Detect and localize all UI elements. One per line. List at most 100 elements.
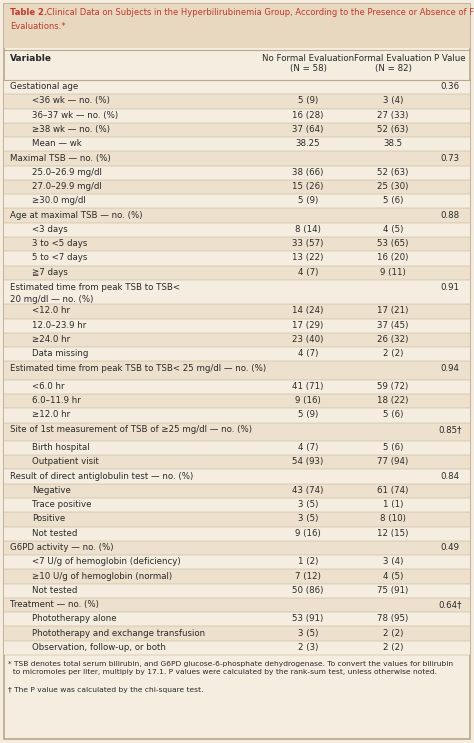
Bar	[4, 626, 470, 640]
Text: 4 (5): 4 (5)	[383, 225, 403, 234]
Text: 17 (29): 17 (29)	[292, 321, 324, 330]
Bar	[4, 123, 470, 137]
Bar	[4, 333, 470, 347]
Text: 41 (71): 41 (71)	[292, 382, 324, 391]
Text: 25.0–26.9 mg/dl: 25.0–26.9 mg/dl	[32, 168, 102, 177]
Text: Estimated time from peak TSB to TSB<: Estimated time from peak TSB to TSB<	[10, 284, 180, 293]
Text: 8 (10): 8 (10)	[380, 514, 406, 523]
Text: 3 (4): 3 (4)	[383, 97, 403, 106]
Text: ≥12.0 hr: ≥12.0 hr	[32, 410, 70, 419]
Text: 54 (93): 54 (93)	[292, 458, 324, 467]
Text: 53 (91): 53 (91)	[292, 614, 324, 623]
Text: Phototherapy alone: Phototherapy alone	[32, 614, 117, 623]
Text: Negative: Negative	[32, 486, 71, 495]
Text: Table 2.: Table 2.	[10, 8, 47, 17]
Text: 5 (9): 5 (9)	[298, 410, 318, 419]
Text: 27.0–29.9 mg/dl: 27.0–29.9 mg/dl	[32, 182, 102, 191]
Text: 2 (3): 2 (3)	[298, 643, 318, 652]
Bar	[4, 4, 470, 48]
Text: No Formal Evaluation
(N = 58): No Formal Evaluation (N = 58)	[262, 54, 354, 74]
Text: 3 (5): 3 (5)	[298, 500, 318, 509]
Bar	[4, 441, 470, 455]
Bar	[4, 569, 470, 584]
Text: 0.84: 0.84	[440, 472, 460, 481]
Text: <3 days: <3 days	[32, 225, 68, 234]
Text: Not tested: Not tested	[32, 585, 77, 595]
Text: <6.0 hr: <6.0 hr	[32, 382, 64, 391]
Bar	[4, 166, 470, 180]
Bar	[4, 455, 470, 470]
Bar	[4, 484, 470, 498]
Text: 3 (5): 3 (5)	[298, 629, 318, 637]
Bar	[4, 319, 470, 333]
Text: 33 (57): 33 (57)	[292, 239, 324, 248]
Text: Treatment — no. (%): Treatment — no. (%)	[10, 600, 99, 609]
Bar	[4, 251, 470, 265]
Text: 0.88: 0.88	[440, 210, 460, 220]
Text: 5 to <7 days: 5 to <7 days	[32, 253, 87, 262]
Text: 4 (7): 4 (7)	[298, 267, 318, 276]
Text: 50 (86): 50 (86)	[292, 585, 324, 595]
Text: 0.49: 0.49	[440, 543, 459, 552]
Text: ≥10 U/g of hemoglobin (normal): ≥10 U/g of hemoglobin (normal)	[32, 571, 172, 580]
Text: † The P value was calculated by the chi-square test.: † The P value was calculated by the chi-…	[8, 687, 203, 693]
Bar	[4, 527, 470, 541]
Text: Formal Evaluation
(N = 82): Formal Evaluation (N = 82)	[354, 54, 432, 74]
Text: Mean — wk: Mean — wk	[32, 139, 82, 149]
Text: 9 (16): 9 (16)	[295, 396, 321, 405]
Text: Maximal TSB — no. (%): Maximal TSB — no. (%)	[10, 154, 111, 163]
Text: 14 (24): 14 (24)	[292, 306, 324, 316]
Bar	[4, 612, 470, 626]
Text: 0.91: 0.91	[440, 284, 459, 293]
Text: 61 (74): 61 (74)	[377, 486, 409, 495]
Bar	[4, 237, 470, 251]
Text: 4 (7): 4 (7)	[298, 443, 318, 452]
Text: 26 (32): 26 (32)	[377, 335, 409, 344]
Text: 3 to <5 days: 3 to <5 days	[32, 239, 87, 248]
Text: 36–37 wk — no. (%): 36–37 wk — no. (%)	[32, 111, 118, 120]
Bar	[4, 265, 470, 280]
Text: Estimated time from peak TSB to TSB< 25 mg/dl — no. (%): Estimated time from peak TSB to TSB< 25 …	[10, 364, 266, 373]
Text: ≥30.0 mg/dl: ≥30.0 mg/dl	[32, 196, 86, 205]
Text: <36 wk — no. (%): <36 wk — no. (%)	[32, 97, 110, 106]
Bar	[4, 347, 470, 361]
Text: 4 (7): 4 (7)	[298, 349, 318, 358]
Text: Evaluations.*: Evaluations.*	[10, 22, 65, 31]
Text: 5 (9): 5 (9)	[298, 196, 318, 205]
Text: 16 (28): 16 (28)	[292, 111, 324, 120]
Text: 59 (72): 59 (72)	[377, 382, 409, 391]
Text: 5 (6): 5 (6)	[383, 196, 403, 205]
Bar	[4, 180, 470, 194]
Text: 37 (45): 37 (45)	[377, 321, 409, 330]
Text: Data missing: Data missing	[32, 349, 88, 358]
Bar	[4, 512, 470, 527]
Text: Outpatient visit: Outpatient visit	[32, 458, 99, 467]
Bar	[4, 409, 470, 423]
Text: 16 (20): 16 (20)	[377, 253, 409, 262]
Text: Site of 1st measurement of TSB of ≥25 mg/dl — no. (%): Site of 1st measurement of TSB of ≥25 mg…	[10, 425, 252, 435]
Text: 5 (6): 5 (6)	[383, 443, 403, 452]
Text: 2 (2): 2 (2)	[383, 629, 403, 637]
Text: 0.94: 0.94	[440, 364, 459, 373]
Bar	[4, 223, 470, 237]
Text: 15 (26): 15 (26)	[292, 182, 324, 191]
Bar	[4, 394, 470, 409]
Text: 77 (94): 77 (94)	[377, 458, 409, 467]
Text: <7 U/g of hemoglobin (deficiency): <7 U/g of hemoglobin (deficiency)	[32, 557, 181, 566]
Text: 1 (1): 1 (1)	[383, 500, 403, 509]
Text: 78 (95): 78 (95)	[377, 614, 409, 623]
Text: 38.5: 38.5	[383, 139, 402, 149]
Bar	[4, 108, 470, 123]
Bar	[4, 305, 470, 319]
Text: 20 mg/dl — no. (%): 20 mg/dl — no. (%)	[10, 294, 93, 303]
Text: 9 (16): 9 (16)	[295, 529, 321, 538]
Text: 9 (11): 9 (11)	[380, 267, 406, 276]
Bar	[4, 555, 470, 569]
Text: 2 (2): 2 (2)	[383, 643, 403, 652]
Bar	[4, 470, 470, 484]
Text: Gestational age: Gestational age	[10, 82, 78, 91]
Text: 12.0–23.9 hr: 12.0–23.9 hr	[32, 321, 86, 330]
Bar	[4, 380, 470, 394]
Text: 6.0–11.9 hr: 6.0–11.9 hr	[32, 396, 81, 405]
Text: Positive: Positive	[32, 514, 65, 523]
